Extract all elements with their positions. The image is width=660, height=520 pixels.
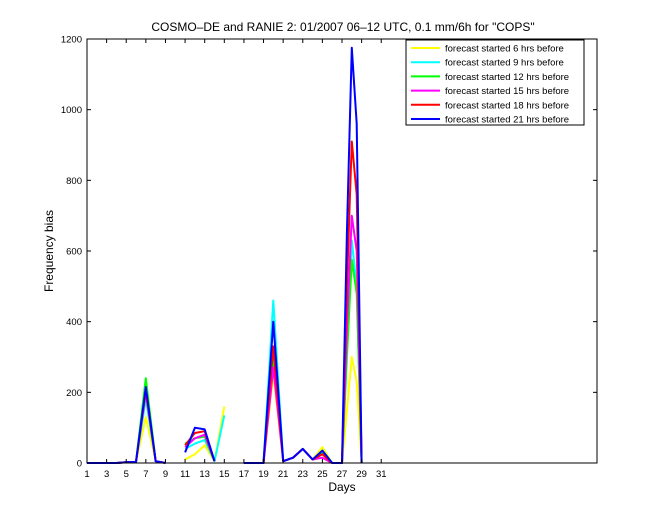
x-axis-label: Days: [328, 480, 355, 494]
x-tick-label: 31: [376, 469, 387, 480]
legend-item-4: forecast started 15 hrs before: [411, 86, 569, 97]
legend-label: forecast started 12 hrs before: [445, 72, 569, 83]
y-tick-label: 200: [66, 388, 82, 399]
x-tick-label: 11: [180, 469, 190, 480]
y-tick-label: 400: [66, 317, 82, 328]
x-tick-label: 27: [337, 469, 348, 480]
y-tick-label: 1200: [61, 35, 82, 46]
legend-item-3: forecast started 12 hrs before: [411, 72, 569, 83]
legend-label: forecast started 6 hrs before: [445, 44, 564, 55]
x-tick-label: 5: [124, 469, 129, 480]
x-tick-label: 19: [258, 469, 269, 480]
y-tick-label: 800: [66, 176, 82, 187]
legend: forecast started 6 hrs before forecast st…: [405, 39, 585, 126]
series-2-segment-2: [184, 415, 226, 463]
x-tick-label: 25: [317, 469, 328, 480]
legend-item-2: forecast started 9 hrs before: [411, 58, 564, 69]
legend-item-1: forecast started 6 hrs before: [411, 44, 564, 55]
x-tick-label: 13: [199, 469, 210, 480]
x-tick-label: 29: [356, 469, 367, 480]
chart-title: COSMO–DE and RANIE 2: 01/2007 06–12 UTC,…: [151, 20, 534, 34]
x-tick-label: 15: [219, 469, 230, 480]
x-tick-label: 21: [278, 469, 289, 480]
x-tick-label: 3: [104, 469, 109, 480]
y-tick-label: 1000: [61, 105, 82, 116]
y-tick-label: 0: [77, 459, 82, 470]
y-axis: 0 200 400 600 800 1000 1200: [61, 35, 597, 470]
x-tick-label: 9: [163, 469, 168, 480]
legend-label: forecast started 9 hrs before: [445, 58, 564, 69]
y-tick-label: 600: [66, 247, 82, 258]
series-6-segment-2: [184, 426, 216, 462]
y-axis-label: Frequency bias: [42, 210, 56, 292]
legend-label: forecast started 21 hrs before: [445, 115, 569, 126]
x-tick-label: 17: [239, 469, 250, 480]
x-axis: 1 3 5 7 9 11 13 15 17 19 21 23 25 27 29 31: [84, 39, 387, 480]
legend-item-5: forecast started 18 hrs before: [411, 100, 569, 111]
legend-item-6: forecast started 21 hrs before: [411, 115, 569, 126]
legend-box: [405, 39, 585, 126]
legend-label: forecast started 18 hrs before: [445, 100, 569, 111]
x-tick-label: 1: [84, 469, 89, 480]
x-tick-label: 7: [143, 469, 148, 480]
legend-label: forecast started 15 hrs before: [445, 86, 569, 97]
x-tick-label: 23: [297, 469, 308, 480]
series-6-segment-3: [243, 46, 363, 464]
